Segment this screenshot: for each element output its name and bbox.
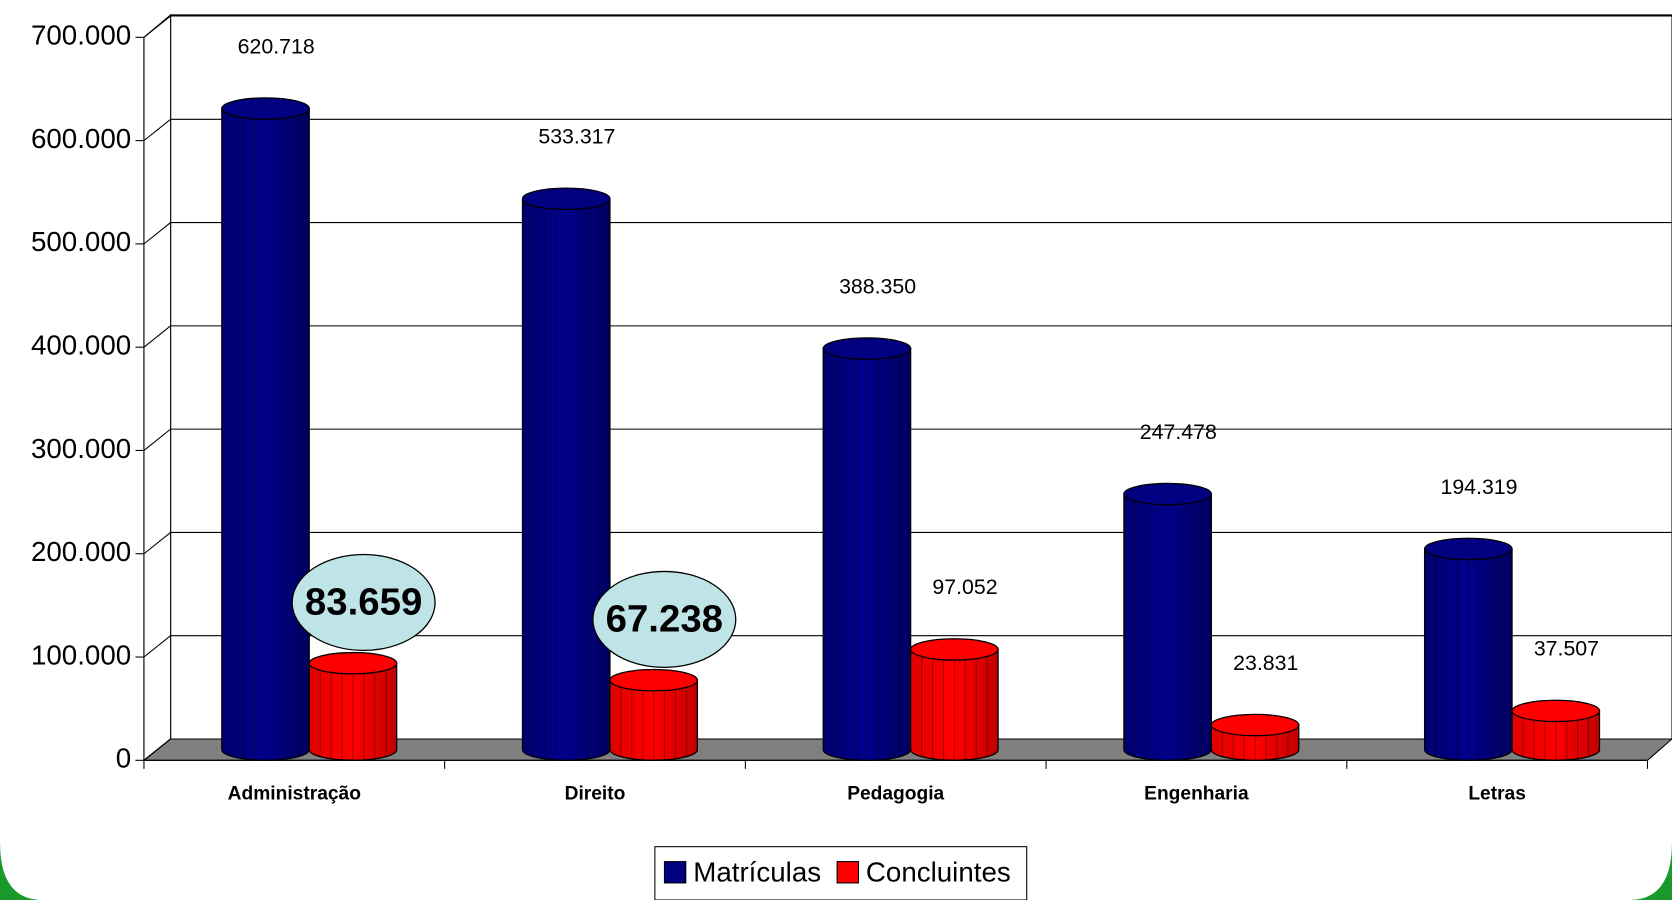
bar-top bbox=[308, 651, 398, 675]
legend: Matrículas Concluintes bbox=[654, 846, 1028, 900]
y-tick-label: 700.000 bbox=[31, 20, 131, 51]
bar-top bbox=[1123, 482, 1212, 506]
callout bbox=[291, 553, 436, 652]
x-tick-label: Direito bbox=[565, 783, 626, 804]
grid-line bbox=[143, 15, 171, 38]
value-label: 620.718 bbox=[238, 34, 315, 58]
bar bbox=[1511, 710, 1601, 761]
y-tick-label: 400.000 bbox=[31, 330, 131, 361]
bar-top bbox=[1210, 713, 1300, 737]
grid-line bbox=[143, 428, 171, 451]
callout bbox=[592, 570, 737, 669]
value-label: 247.478 bbox=[1140, 420, 1217, 444]
bar bbox=[221, 107, 310, 761]
y-tick-label: 500.000 bbox=[31, 226, 131, 257]
bar bbox=[609, 679, 699, 761]
bar bbox=[910, 648, 999, 761]
value-label: 533.317 bbox=[538, 125, 615, 149]
y-tick-label: 0 bbox=[116, 743, 131, 774]
bar bbox=[1123, 493, 1212, 761]
grid-line bbox=[143, 325, 171, 348]
value-label: 67.238 bbox=[606, 598, 723, 641]
bar-top bbox=[1511, 699, 1601, 723]
grid-line bbox=[143, 118, 171, 142]
value-label: 97.052 bbox=[932, 575, 997, 599]
x-tick-label: Administração bbox=[228, 783, 361, 804]
grid-line bbox=[143, 531, 171, 555]
legend-label: Concluintes bbox=[866, 857, 1011, 888]
bar-top bbox=[1423, 537, 1513, 561]
y-tick-label: 200.000 bbox=[31, 536, 131, 567]
y-tick-label: 300.000 bbox=[31, 433, 131, 464]
bar bbox=[822, 347, 912, 761]
legend-swatch bbox=[836, 861, 859, 884]
y-tick-label: 100.000 bbox=[31, 639, 131, 670]
grid-line bbox=[143, 738, 171, 761]
frame-corner bbox=[0, 842, 43, 900]
x-tick-label: Pedagogia bbox=[847, 783, 944, 804]
bar bbox=[1423, 548, 1513, 761]
grid-line bbox=[143, 222, 171, 245]
grid-line bbox=[143, 635, 171, 658]
side-wall bbox=[143, 13, 172, 762]
value-label: 23.831 bbox=[1233, 651, 1298, 675]
x-tick-label: Letras bbox=[1468, 783, 1526, 804]
bar-top bbox=[910, 638, 999, 661]
value-label: 37.507 bbox=[1534, 637, 1599, 661]
y-tick-label: 600.000 bbox=[31, 123, 131, 154]
x-tick-label: Engenharia bbox=[1144, 783, 1249, 804]
legend-swatch bbox=[663, 861, 687, 884]
bar-top bbox=[609, 668, 699, 692]
bar bbox=[308, 662, 398, 761]
frame-corner bbox=[1629, 842, 1672, 900]
legend-label: Matrículas bbox=[693, 857, 821, 888]
value-label: 194.319 bbox=[1440, 475, 1517, 499]
bar-top bbox=[521, 187, 611, 211]
bar bbox=[521, 198, 611, 761]
value-label: 388.350 bbox=[839, 274, 916, 298]
value-label: 83.659 bbox=[305, 581, 422, 624]
bar-top bbox=[221, 97, 310, 120]
bar-top bbox=[822, 337, 912, 360]
